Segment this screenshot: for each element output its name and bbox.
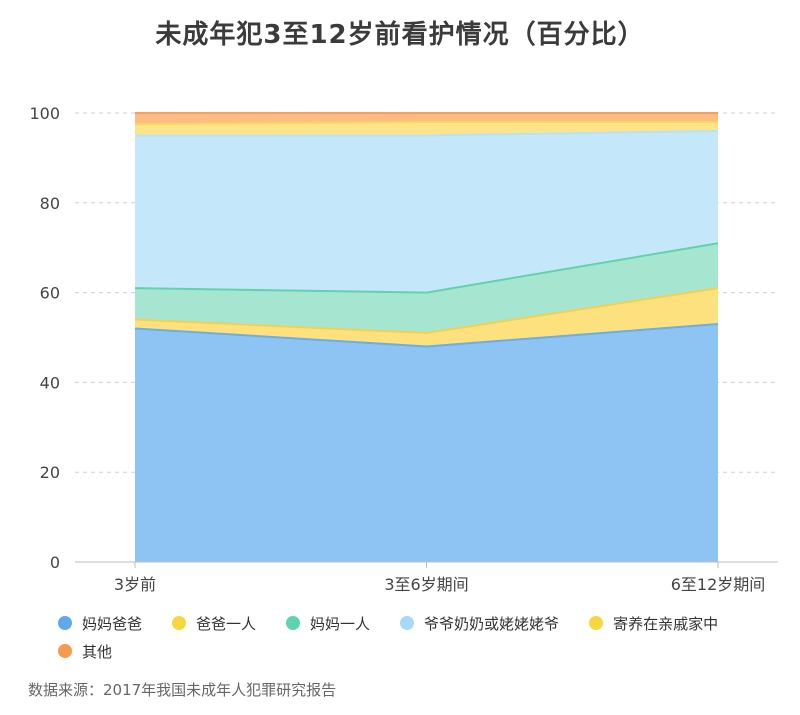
legend-swatch <box>58 644 72 658</box>
area-series-5 <box>135 121 718 136</box>
y-tick-label: 100 <box>29 104 60 123</box>
y-tick-label: 20 <box>40 463 60 482</box>
legend-label: 其他 <box>82 642 113 661</box>
x-tick-label: 6至12岁期间 <box>671 575 766 594</box>
area-line-series-1 <box>134 323 719 348</box>
y-tick-label: 0 <box>50 553 60 572</box>
stacked-area-chart: 0 20 40 60 80 100 3岁前 3至6岁期间 6至12岁期间 <box>29 104 778 594</box>
data-source-note: 数据来源：2017年我国未成年人犯罪研究报告 <box>28 681 337 699</box>
legend-label: 寄养在亲戚家中 <box>613 614 719 633</box>
area-line-series-3 <box>134 242 719 294</box>
legend-swatch <box>400 616 415 630</box>
legend-swatch <box>172 616 187 630</box>
legend-item: 爷爷奶奶或姥姥姥爷 <box>400 612 559 634</box>
legend-item: 妈妈一人 <box>286 612 370 634</box>
legend-swatch <box>286 616 301 630</box>
chart-legend: 妈妈爸爸 爸爸一人 妈妈一人 爷爷奶奶或姥姥姥爷 寄养在亲戚家中其他 <box>58 612 778 668</box>
y-tick-label: 40 <box>40 373 60 392</box>
legend-label: 爷爷奶奶或姥姥姥爷 <box>424 614 560 633</box>
legend-swatch <box>58 616 72 630</box>
area-line-series-4 <box>135 129 719 137</box>
x-tick-label: 3至6岁期间 <box>384 575 468 594</box>
area-line-series-5 <box>134 120 718 126</box>
area-series-4 <box>135 130 718 293</box>
legend-item: 爸爸一人 <box>172 612 256 634</box>
area-series-2 <box>135 288 718 347</box>
legend-label: 爸爸一人 <box>196 614 257 633</box>
legend-item: 妈妈爸爸 <box>58 612 142 634</box>
legend-item: 其他 <box>58 640 112 662</box>
legend-swatch <box>589 616 604 630</box>
area-series-1 <box>135 324 718 562</box>
area-line-series-2 <box>134 287 719 335</box>
legend-label: 妈妈爸爸 <box>82 614 143 633</box>
legend-label: 妈妈一人 <box>310 614 371 633</box>
legend-item: 寄养在亲戚家中 <box>589 612 718 634</box>
y-tick-label: 80 <box>40 194 60 213</box>
y-tick-label: 60 <box>40 284 60 303</box>
x-tick-label: 3岁前 <box>114 575 156 594</box>
chart-title: 未成年犯3至12岁前看护情况（百分比） <box>155 20 645 50</box>
